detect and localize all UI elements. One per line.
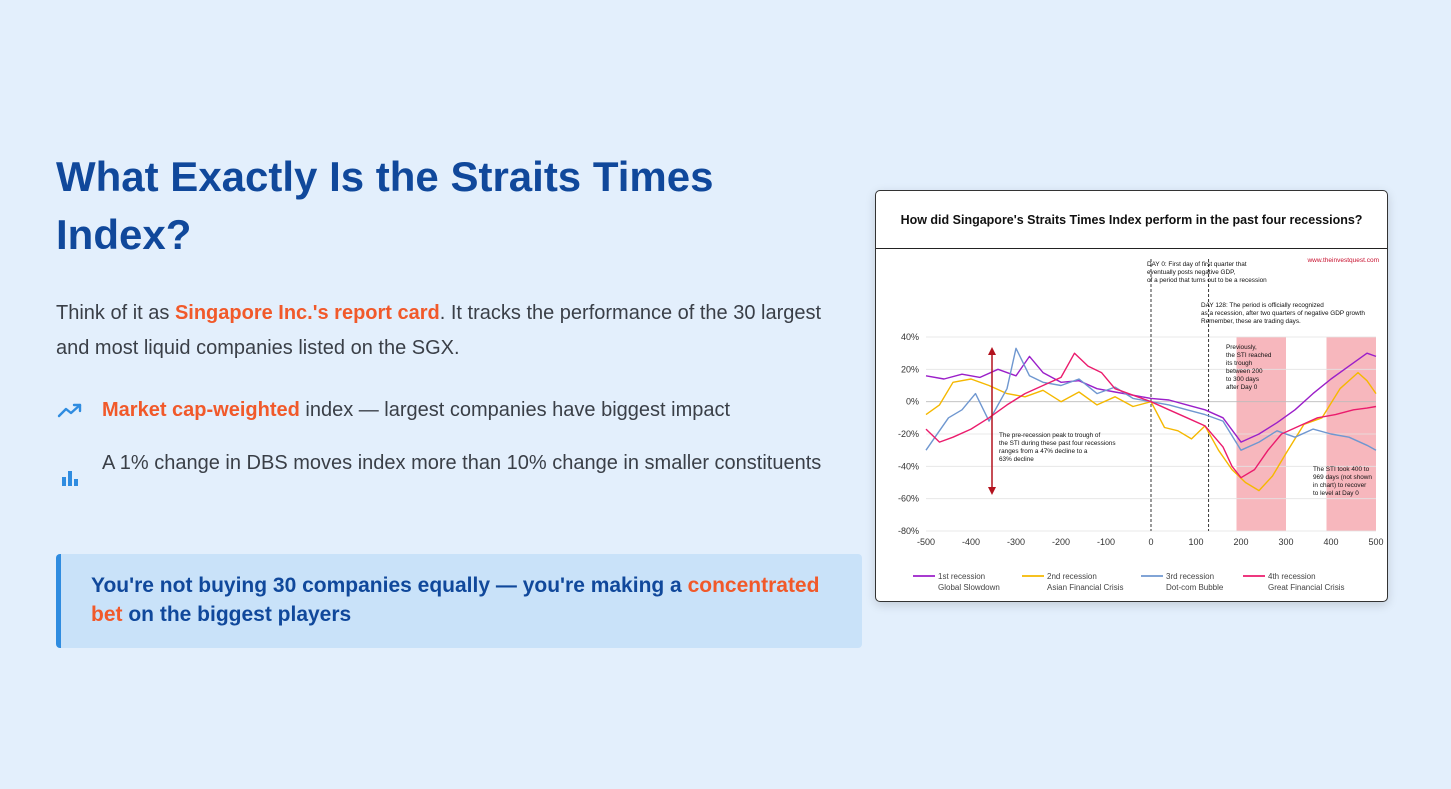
legend-label-4: 4th recession [1268, 572, 1316, 581]
x-tick-label: 200 [1233, 537, 1248, 547]
day0-annotation: DAY 0: First day of first quarter that [1147, 261, 1247, 268]
trough-annotation: the STI reached [1226, 352, 1272, 359]
x-tick-label: -300 [1007, 537, 1025, 547]
intro-paragraph: Think of it as Singapore Inc.'s report c… [56, 296, 836, 366]
callout-text-end: on the biggest players [122, 603, 352, 626]
bullet-text: Market cap-weighted index — largest comp… [102, 395, 730, 425]
y-tick-label: -40% [898, 461, 919, 471]
intro-text-end: . It tracks the performance of the 30 la… [56, 302, 822, 359]
trending-up-icon [56, 395, 84, 425]
recover-annotation: in chart) to recover [1313, 482, 1367, 489]
legend-label-1: 1st recession [938, 572, 985, 581]
arrow-head-down [988, 487, 996, 495]
recover-annotation: The STI took 400 to [1313, 466, 1370, 473]
recover-annotation: to level at Day 0 [1313, 490, 1359, 497]
bar-chart-icon [56, 463, 84, 493]
day128-annotation: as a recession, after two quarters of ne… [1201, 310, 1365, 317]
day128-annotation: Remember, these are trading days. [1201, 318, 1301, 325]
x-tick-label: 100 [1188, 537, 1203, 547]
bullet-highlight: Market cap-weighted [102, 399, 300, 421]
x-tick-label: -200 [1052, 537, 1070, 547]
legend-label-3: 3rd recession [1166, 572, 1214, 581]
bullet-text: A 1% change in DBS moves index more than… [102, 452, 822, 474]
series-line-3 [925, 347, 1377, 451]
recover-annotation: 969 days (not shown [1313, 474, 1372, 481]
callout-text-start: You're not buying 30 companies equally —… [91, 574, 688, 597]
decline-annotation: 63% decline [999, 456, 1034, 463]
bullet-text-rest: index — largest companies have biggest i… [299, 399, 731, 421]
decline-annotation: The pre-recession peak to trough of [999, 432, 1100, 439]
y-tick-label: 40% [901, 332, 919, 342]
x-tick-label: 500 [1368, 537, 1383, 547]
legend-sublabel-2: Asian Financial Crisis [1047, 583, 1123, 592]
trough-annotation: after Day 0 [1226, 384, 1258, 391]
bullet-dbs-impact: A 1% change in DBS moves index more than… [56, 448, 826, 493]
x-tick-label: 400 [1323, 537, 1338, 547]
chart-title: How did Singapore's Straits Times Index … [876, 191, 1387, 249]
y-tick-label: 20% [901, 364, 919, 374]
y-tick-label: -20% [898, 429, 919, 439]
x-tick-label: 300 [1278, 537, 1293, 547]
legend-label-2: 2nd recession [1047, 572, 1097, 581]
x-tick-label: -100 [1097, 537, 1115, 547]
callout-box: You're not buying 30 companies equally —… [56, 554, 862, 648]
legend-sublabel-1: Global Slowdown [938, 583, 1000, 592]
trough-annotation: its trough [1226, 360, 1253, 367]
chart-card: How did Singapore's Straits Times Index … [875, 190, 1388, 602]
trough-annotation: between 200 [1226, 368, 1263, 375]
y-tick-label: -80% [898, 526, 919, 536]
legend-sublabel-4: Great Financial Crisis [1268, 583, 1344, 592]
intro-text-start: Think of it as [56, 302, 175, 324]
arrow-head-up [988, 347, 996, 355]
decline-annotation: ranges from a 47% decline to a [999, 448, 1088, 455]
bullet-market-cap: Market cap-weighted index — largest comp… [56, 395, 826, 425]
source-label: www.theinvestquest.com [1306, 257, 1379, 264]
decline-annotation: the STI during these past four recession… [999, 440, 1116, 447]
day0-annotation: of a period that turns out to be a reces… [1147, 277, 1267, 284]
y-tick-label: 0% [906, 397, 919, 407]
x-tick-label: -500 [917, 537, 935, 547]
intro-highlight: Singapore Inc.'s report card [174, 302, 440, 324]
x-tick-label: 0 [1148, 537, 1153, 547]
x-tick-label: -400 [962, 537, 980, 547]
page-title: What Exactly Is the Straits Times Index? [56, 153, 714, 258]
callout-highlight: concentrated bet [91, 574, 820, 626]
legend-sublabel-3: Dot-com Bubble [1166, 583, 1224, 592]
series-line-4 [925, 352, 1377, 479]
trough-annotation: Previously, [1226, 344, 1257, 351]
y-tick-label: -60% [898, 494, 919, 504]
series-line-1 [925, 352, 1377, 443]
day0-annotation: eventually posts negative GDP, [1147, 269, 1236, 276]
sti-recession-chart: 40% 20% 0% -20% -40% -60% -80%-500 -400 -300 -200… [898, 257, 1384, 592]
day128-annotation: DAY 128: The period is officially recogn… [1201, 302, 1324, 309]
trough-annotation: to 300 days [1226, 376, 1259, 383]
